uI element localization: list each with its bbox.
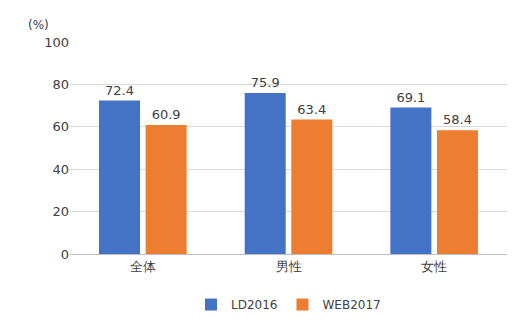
- svg-text:0: 0: [61, 247, 69, 262]
- svg-text:75.9: 75.9: [251, 75, 280, 90]
- svg-text:40: 40: [52, 162, 69, 177]
- svg-text:58.4: 58.4: [443, 112, 472, 127]
- svg-text:100: 100: [44, 35, 69, 50]
- svg-text:69.1: 69.1: [396, 90, 425, 105]
- svg-text:WEB2017: WEB2017: [322, 298, 380, 312]
- svg-text:LD2016: LD2016: [231, 298, 277, 312]
- svg-text:全体: 全体: [130, 259, 156, 274]
- svg-text:(%): (%): [28, 18, 49, 32]
- svg-text:72.4: 72.4: [105, 83, 134, 98]
- svg-text:60: 60: [52, 119, 69, 134]
- svg-text:80: 80: [52, 77, 69, 92]
- svg-text:60.9: 60.9: [152, 107, 181, 122]
- svg-text:男性: 男性: [276, 259, 302, 274]
- svg-text:20: 20: [52, 204, 69, 219]
- svg-text:63.4: 63.4: [297, 102, 326, 117]
- svg-text:女性: 女性: [421, 259, 447, 274]
